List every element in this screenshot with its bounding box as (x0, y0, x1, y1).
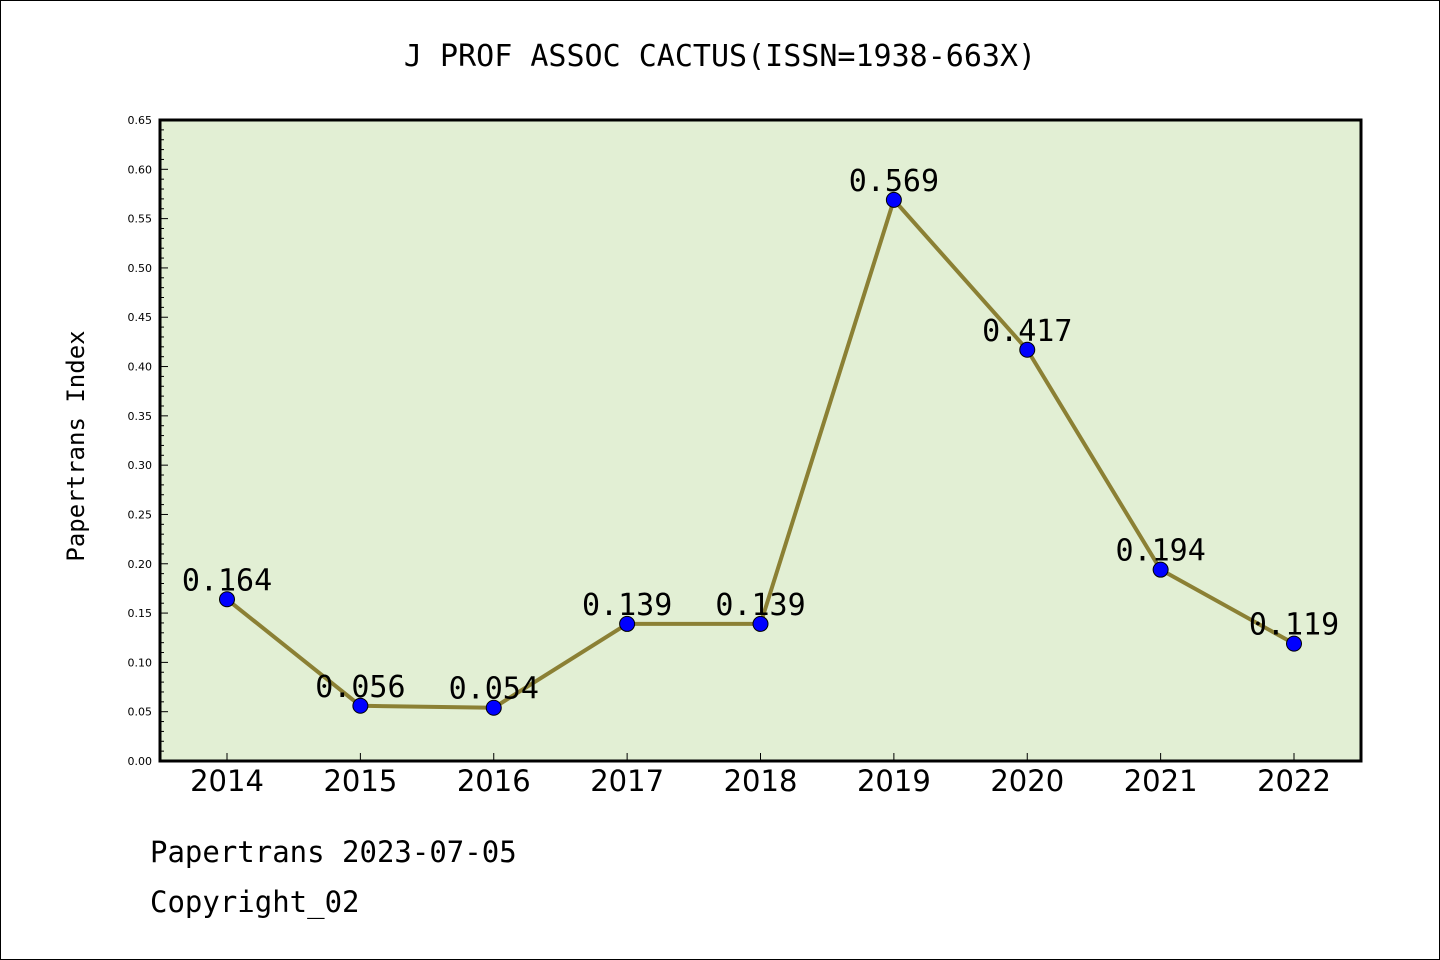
y-tick-label: 0.55 (128, 213, 153, 226)
x-axis-ticks: 2014 2015 2016 2017 2018 2019 2020 2021 2022 (190, 753, 1331, 798)
data-point-2020 (1019, 341, 1036, 358)
y-tick-label: 0.15 (128, 607, 153, 620)
x-tick-label: 2015 (323, 764, 397, 798)
x-tick-label: 2021 (1124, 764, 1198, 798)
data-point-2022 (1286, 635, 1302, 652)
x-tick-label: 2019 (857, 764, 931, 798)
data-label-2014: 0.164 (182, 563, 272, 598)
data-point-2014 (219, 591, 235, 608)
y-tick-label: 0.05 (128, 706, 153, 719)
data-point-2016 (485, 699, 502, 716)
y-tick-label: 0.00 (128, 755, 153, 768)
y-tick-label: 0.40 (128, 361, 153, 374)
x-tick-label: 2016 (457, 764, 531, 798)
data-labels: 0.164 0.056 0.054 0.139 0.139 0.569 0.417 0.194… (182, 164, 1339, 707)
footer-date: Papertrans 2023-07-05 (150, 835, 517, 869)
y-tick-label: 0.35 (128, 410, 153, 423)
x-tick-label: 2022 (1257, 764, 1331, 798)
data-label-2016: 0.054 (449, 672, 539, 707)
y-tick-label: 0.30 (128, 459, 153, 472)
y-axis-label: Papertrans Index (62, 330, 90, 561)
data-label-2015: 0.056 (315, 670, 405, 705)
plot-area (158, 118, 1363, 763)
x-tick-label: 2014 (190, 764, 264, 798)
x-tick-label: 2017 (590, 764, 664, 798)
y-axis-ticks: 0.00 0.05 0.10 0.15 0.20 0.25 0.30 0.35 0.40 0.45… (128, 114, 168, 768)
x-tick-label: 2018 (724, 764, 798, 798)
data-label-2019: 0.569 (849, 164, 939, 199)
y-tick-label: 0.10 (128, 656, 153, 669)
y-tick-label: 0.65 (128, 114, 153, 127)
y-tick-label: 0.25 (128, 508, 153, 521)
chart-title: J PROF ASSOC CACTUS(ISSN=1938-663X) (404, 39, 1036, 74)
y-tick-label: 0.60 (128, 163, 153, 176)
data-point-2017 (619, 615, 636, 632)
data-markers (219, 191, 1302, 716)
y-tick-label: 0.45 (128, 311, 153, 324)
x-tick-label: 2020 (990, 764, 1064, 798)
data-label-2017: 0.139 (582, 588, 672, 623)
data-label-2020: 0.417 (982, 314, 1072, 349)
data-label-2018: 0.139 (715, 588, 805, 623)
y-tick-label: 0.20 (128, 558, 153, 571)
data-point-2019 (885, 191, 902, 208)
data-label-2021: 0.194 (1115, 534, 1205, 569)
footer-copyright: Copyright_02 (150, 885, 360, 919)
data-point-2018 (752, 615, 769, 632)
data-point-2015 (352, 697, 369, 714)
data-point-2021 (1152, 561, 1169, 578)
data-label-2022: 0.119 (1249, 608, 1339, 643)
y-tick-label: 0.50 (128, 262, 153, 275)
